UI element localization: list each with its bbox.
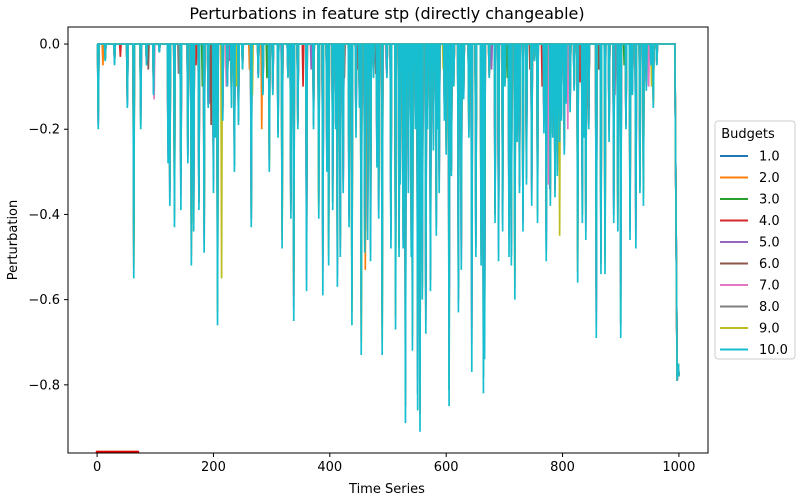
legend-label: 1.0	[759, 150, 780, 165]
x-axis-label: Time Series	[348, 482, 425, 497]
x-tick-label: 800	[550, 460, 575, 475]
plot-area	[67, 26, 709, 454]
legend-label: 8.0	[759, 300, 780, 315]
y-axis-label: Perturbation	[6, 200, 21, 281]
y-tick-label: −0.2	[28, 123, 60, 138]
x-axis: 0 200 400 600 800 1000	[93, 453, 695, 475]
y-tick-label: 0.0	[39, 38, 60, 53]
y-tick-label: −0.4	[28, 208, 60, 223]
series-line-10.0	[96, 43, 680, 432]
x-tick-label: 400	[317, 460, 342, 475]
y-tick-label: −0.6	[28, 293, 60, 308]
legend-label: 5.0	[759, 236, 780, 251]
legend-label: 7.0	[759, 279, 780, 294]
plot-frame	[67, 26, 709, 454]
y-tick-label: −0.8	[28, 378, 60, 393]
legend-label: 3.0	[759, 193, 780, 208]
legend-entries: 1.0 2.0 3.0 4.0 5.0 6.0 7.0 8.0 9.0 10.0	[720, 150, 788, 358]
legend-label: 9.0	[759, 322, 780, 337]
legend-title: Budgets	[721, 127, 775, 142]
x-tick-label: 0	[93, 460, 101, 475]
chart-title: Perturbations in feature stp (directly c…	[189, 4, 584, 23]
x-tick-label: 600	[434, 460, 459, 475]
x-tick-label: 1000	[662, 460, 695, 475]
legend-label: 4.0	[759, 214, 780, 229]
legend-label: 6.0	[759, 257, 780, 272]
y-axis: 0.0 −0.2 −0.4 −0.6 −0.8	[28, 38, 68, 393]
x-tick-label: 200	[201, 460, 226, 475]
legend-box	[714, 120, 796, 360]
legend-label: 2.0	[759, 171, 780, 186]
series-group	[96, 43, 680, 432]
legend-label: 10.0	[759, 343, 788, 358]
legend: Budgets 1.0 2.0 3.0 4.0 5.0 6.0 7.0 8.0 9.0 10.0	[714, 120, 796, 360]
